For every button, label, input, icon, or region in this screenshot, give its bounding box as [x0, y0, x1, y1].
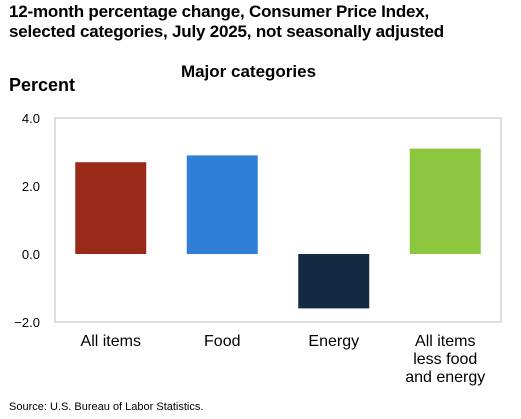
y-tick-label: 4.0 [22, 111, 40, 126]
y-tick-label: −2.0 [14, 315, 40, 330]
x-tick-label-line: All items [81, 333, 141, 350]
plot-frame [54, 117, 502, 323]
source-note: Source: U.S. Bureau of Labor Statistics. [9, 401, 204, 413]
y-axis-label: Percent [9, 75, 76, 95]
bar [409, 148, 481, 254]
chart-title-line: 12-month percentage change, Consumer Pri… [9, 2, 430, 21]
y-tick-label: 0.0 [22, 247, 40, 262]
x-tick-label-line: less food [413, 351, 477, 368]
x-tick-label: Food [204, 333, 240, 350]
x-tick-label: All items [81, 333, 141, 350]
chart-subtitle: Major categories [0, 62, 521, 82]
x-tick-label-line: and energy [405, 369, 485, 386]
x-tick-label-line: All items [415, 333, 475, 350]
bar [75, 162, 147, 254]
x-tick-label-line: Energy [308, 333, 359, 350]
chart-title: 12-month percentage change, Consumer Pri… [9, 2, 444, 42]
x-tick-label: Energy [308, 333, 359, 350]
bar [186, 155, 258, 254]
x-tick-label-line: Food [204, 333, 240, 350]
chart-title-line: selected categories, July 2025, not seas… [9, 22, 444, 41]
bar-chart: 4.0 2.0 0.0 −2.0 All items Food Energy All item… [14, 111, 502, 386]
chart-subtitle-text: Major categories [180, 62, 317, 81]
x-tick-label: All items less food and energy [405, 333, 485, 386]
y-tick-label: 2.0 [22, 179, 40, 194]
bar [298, 254, 370, 309]
